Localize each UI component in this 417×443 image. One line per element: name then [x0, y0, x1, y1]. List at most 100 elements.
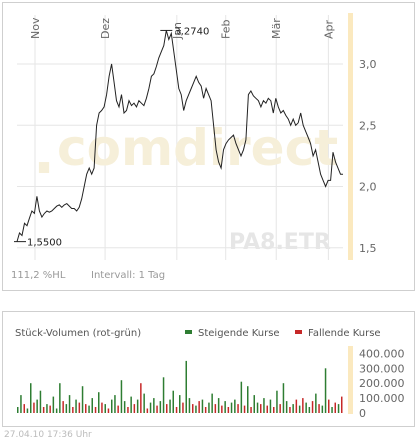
- volume-bar: [140, 383, 142, 413]
- month-label: Mär: [270, 18, 283, 39]
- volume-bar: [289, 407, 291, 413]
- volume-bar: [295, 399, 298, 413]
- volume-bar: [166, 404, 168, 413]
- month-axis: Nov Dez Jan Feb Mär Apr: [29, 17, 335, 40]
- timestamp: 27.04.10 17:36 Uhr: [4, 430, 92, 440]
- ticker-watermark: PA8.ETR: [229, 230, 331, 255]
- volume-bar: [72, 407, 74, 413]
- volume-bar: [46, 404, 48, 413]
- volume-bar: [188, 398, 191, 413]
- volume-y-axis: 400.000 300.000 200.000 100.000 0: [359, 347, 405, 420]
- volume-bar: [256, 402, 259, 413]
- month-label: Nov: [29, 17, 42, 39]
- volume-bar: [55, 408, 58, 413]
- volume-bar: [23, 404, 25, 413]
- volume-bar: [169, 399, 171, 413]
- volume-bar: [117, 405, 119, 413]
- volume-bar: [59, 383, 61, 413]
- volume-bar: [321, 405, 324, 413]
- min-label: 1,5500: [27, 238, 62, 249]
- volume-bar: [88, 405, 90, 413]
- volume-bar: [263, 398, 265, 413]
- volume-bar: [68, 395, 71, 413]
- price-chart: Nov Dez Jan Feb Mär Apr . comdirect PA8.ETR 3…: [11, 13, 377, 281]
- info-range: 111,2 %HL: [11, 270, 66, 281]
- volume-bar: [101, 402, 103, 413]
- price-chart-panel: Nov Dez Jan Feb Mär Apr . comdirect PA8.ETR 3…: [2, 2, 415, 291]
- price-y-tick: 3,0: [359, 58, 377, 71]
- volume-bar: [149, 402, 152, 413]
- volume-bar: [341, 396, 343, 413]
- legend-rising: Steigende Kurse: [198, 328, 280, 339]
- volume-bar: [318, 404, 320, 413]
- volume-bar: [26, 408, 29, 413]
- price-line: [16, 30, 343, 242]
- volume-bar: [224, 401, 226, 413]
- legend-rising-swatch: [185, 330, 192, 334]
- volume-bar: [230, 402, 233, 413]
- volume-bar: [227, 407, 230, 413]
- volume-bar: [285, 401, 288, 413]
- volume-bar: [62, 401, 64, 413]
- volume-bar: [292, 404, 294, 413]
- price-y-axis: 3,0 2,5 2,0 1,5: [359, 58, 377, 255]
- volume-bar: [136, 399, 139, 413]
- volume-bar: [201, 399, 204, 413]
- volume-bar: [298, 405, 301, 413]
- volume-bar: [127, 407, 129, 413]
- volume-bar: [52, 396, 55, 413]
- volume-chart: Stück-Volumen (rot-grün) Steigende Kurse…: [15, 328, 405, 420]
- volume-bar: [192, 404, 194, 413]
- volume-bar: [243, 405, 246, 413]
- volume-bar: [282, 383, 285, 413]
- volume-bar: [331, 407, 333, 413]
- volume-bar: [234, 399, 236, 413]
- month-label: Apr: [322, 19, 335, 39]
- volume-bar: [237, 404, 239, 413]
- volume-bar: [179, 395, 181, 413]
- volume-bar: [253, 395, 255, 413]
- legend-falling: Fallende Kurse: [308, 328, 381, 339]
- volume-bar: [273, 407, 275, 413]
- volume-bar: [198, 401, 200, 413]
- volume-bar: [153, 398, 155, 413]
- volume-bar: [266, 405, 268, 413]
- volume-y-tick: 100.000: [359, 392, 405, 405]
- volume-bar: [107, 408, 110, 413]
- volume-bar: [120, 380, 123, 413]
- info-interval: Intervall: 1 Tag: [91, 270, 165, 281]
- volume-chart-panel: Stück-Volumen (rot-grün) Steigende Kurse…: [2, 311, 415, 427]
- volume-bar: [143, 393, 145, 413]
- volume-y-tick: 200.000: [359, 377, 405, 390]
- volume-bar: [195, 405, 197, 413]
- watermark: comdirect: [57, 119, 338, 177]
- volume-y-tick: 300.000: [359, 362, 405, 375]
- price-y-tick: 2,5: [359, 119, 377, 132]
- volume-bar: [260, 404, 262, 413]
- volume-bar: [98, 392, 100, 413]
- volume-bar: [240, 381, 243, 413]
- volume-bar: [311, 401, 314, 413]
- volume-y-tick: 0: [359, 407, 366, 420]
- volume-bar: [214, 404, 217, 413]
- volume-bar: [36, 399, 38, 413]
- volume-bar: [156, 405, 158, 413]
- volume-title: Stück-Volumen (rot-grün): [15, 328, 141, 339]
- volume-bar: [185, 360, 187, 413]
- volume-bar: [182, 402, 184, 413]
- volume-bar: [94, 407, 97, 413]
- volume-bar: [279, 404, 281, 413]
- volume-bar: [65, 404, 68, 413]
- volume-bar: [305, 402, 307, 413]
- y-axis-strip: [348, 13, 353, 260]
- month-label: Dez: [99, 18, 112, 39]
- volume-bar: [49, 405, 51, 413]
- price-y-tick: 2,0: [359, 181, 377, 194]
- volume-bar: [20, 395, 22, 413]
- watermark-dot: .: [33, 119, 55, 187]
- volume-bar: [276, 390, 278, 413]
- volume-bar: [337, 404, 340, 413]
- volume-bar: [302, 398, 304, 413]
- volume-bar: [78, 402, 81, 413]
- volume-bar: [146, 408, 149, 413]
